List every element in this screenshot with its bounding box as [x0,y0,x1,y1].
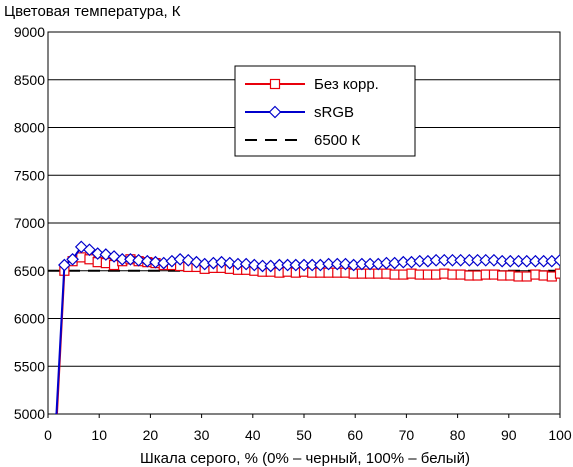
y-tick-label: 8500 [14,72,45,88]
data-point [115,252,129,266]
x-tick-label: 70 [399,427,415,443]
data-point [495,254,509,268]
data-point [140,254,154,268]
data-point [215,255,228,269]
data-point [256,259,269,273]
legend-label: sRGB [314,104,354,121]
x-tick-label: 60 [347,427,363,443]
legend-label: Без корр. [314,76,379,93]
x-tick-label: 80 [450,427,466,443]
x-tick-label: 30 [194,427,210,443]
y-tick-label: 7500 [14,167,45,183]
legend-label: 6500 К [314,132,361,149]
y-tick-label: 7000 [14,215,45,231]
data-point [231,257,245,271]
data-point [396,255,410,269]
data-point [173,252,187,266]
data-point [83,243,96,257]
data-point [281,258,294,272]
data-point [124,252,137,266]
y-tick-label: 5500 [14,358,45,374]
data-point [487,253,501,267]
x-tick-label: 100 [548,427,572,443]
data-point [553,253,560,267]
y-tick-label: 6000 [14,311,45,327]
series-line [55,256,560,414]
data-point [239,257,253,271]
legend-marker [269,78,281,90]
data-point [58,258,71,272]
data-point [149,255,162,269]
x-axis-label: Шкала серого, % (0% – черный, 100% – бел… [140,450,470,467]
data-point [429,253,443,267]
x-tick-label: 50 [296,427,312,443]
data-point [247,258,261,272]
x-tick-label: 20 [143,427,159,443]
x-axis-ticks: 0 10 20 30 40 50 60 70 80 90 100 [44,414,572,443]
x-tick-label: 0 [44,427,52,443]
x-tick-label: 90 [501,427,517,443]
data-point [339,257,352,271]
y-tick-label: 5000 [14,406,45,422]
data-point [380,256,393,270]
data-point [355,257,369,271]
data-point [512,254,525,268]
data-point [521,271,532,282]
data-point [363,257,377,271]
x-tick-label: 40 [245,427,261,443]
y-tick-label: 6500 [14,263,45,279]
y-tick-label: 8000 [14,120,45,136]
chart-title: Цветовая температура, К [4,3,181,20]
data-point [322,257,335,271]
data-point [463,253,476,267]
legend-marker [268,105,282,119]
data-point [454,253,468,267]
y-axis-ticks: 5000 5500 6000 6500 7000 7500 8000 8500 9000 [14,24,45,422]
y-tick-label: 9000 [14,24,45,40]
data-point [132,253,145,267]
data-point [289,258,303,272]
data-point [455,269,466,280]
data-point [223,256,237,270]
data-point [503,254,517,268]
data-point [413,254,427,268]
data-point [273,258,286,272]
series-1 [54,240,560,414]
data-point [297,258,311,272]
x-tick-label: 10 [91,427,107,443]
legend: Без корр. sRGB 6500 К [234,65,416,157]
data-point [471,253,484,267]
data-point [520,254,534,268]
data-point [479,253,493,267]
data-point [66,252,79,266]
data-point [537,254,550,268]
data-point [529,254,542,268]
series-layer [48,240,560,414]
data-point [554,268,560,279]
data-point [54,412,58,414]
data-point [437,253,451,267]
data-point [305,258,319,272]
series-0 [55,252,560,414]
data-point [446,253,459,267]
data-point [389,269,400,280]
data-point [99,248,113,261]
data-point [330,257,344,271]
data-point [91,247,105,260]
